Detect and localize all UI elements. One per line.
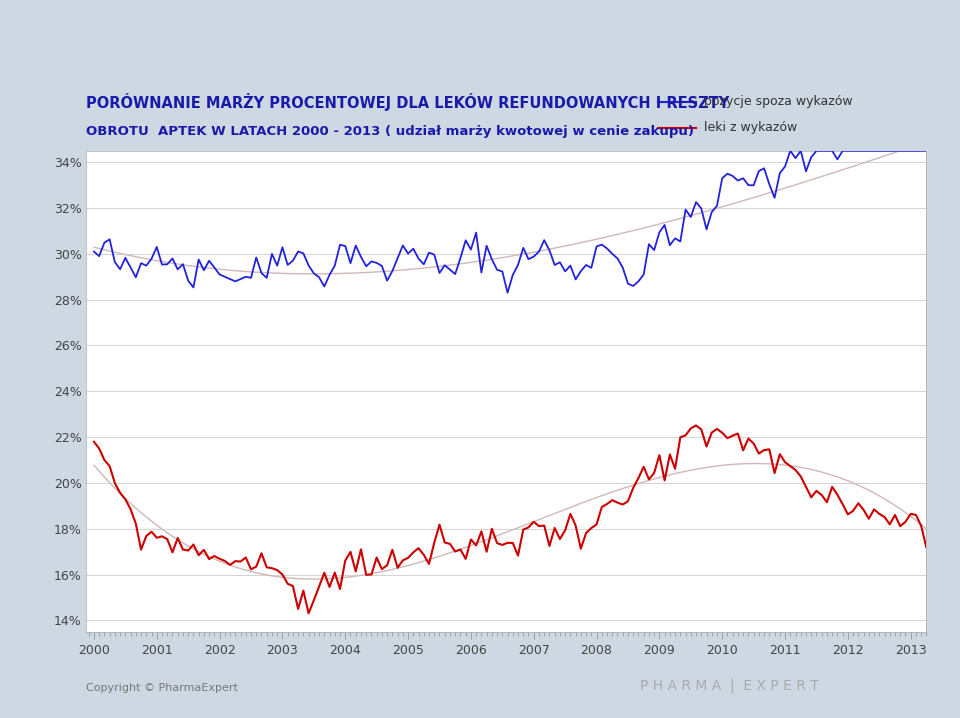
Text: OBROTU  APTEK W LATACH 2000 - 2013 ( udział marży kwotowej w cenie zakupu): OBROTU APTEK W LATACH 2000 - 2013 ( udzi… xyxy=(86,125,694,138)
Text: Copyright © PharmaExpert: Copyright © PharmaExpert xyxy=(86,683,238,693)
Text: leki z wykazów: leki z wykazów xyxy=(704,121,797,134)
Text: pozycje spoza wykazów: pozycje spoza wykazów xyxy=(704,95,852,108)
Text: PORÓWNANIE MARŻY PROCENTOWEJ DLA LEKÓW REFUNDOWANYCH I RESZTY: PORÓWNANIE MARŻY PROCENTOWEJ DLA LEKÓW R… xyxy=(86,93,730,111)
Text: P H A R M A  |  E X P E R T: P H A R M A | E X P E R T xyxy=(640,679,819,693)
